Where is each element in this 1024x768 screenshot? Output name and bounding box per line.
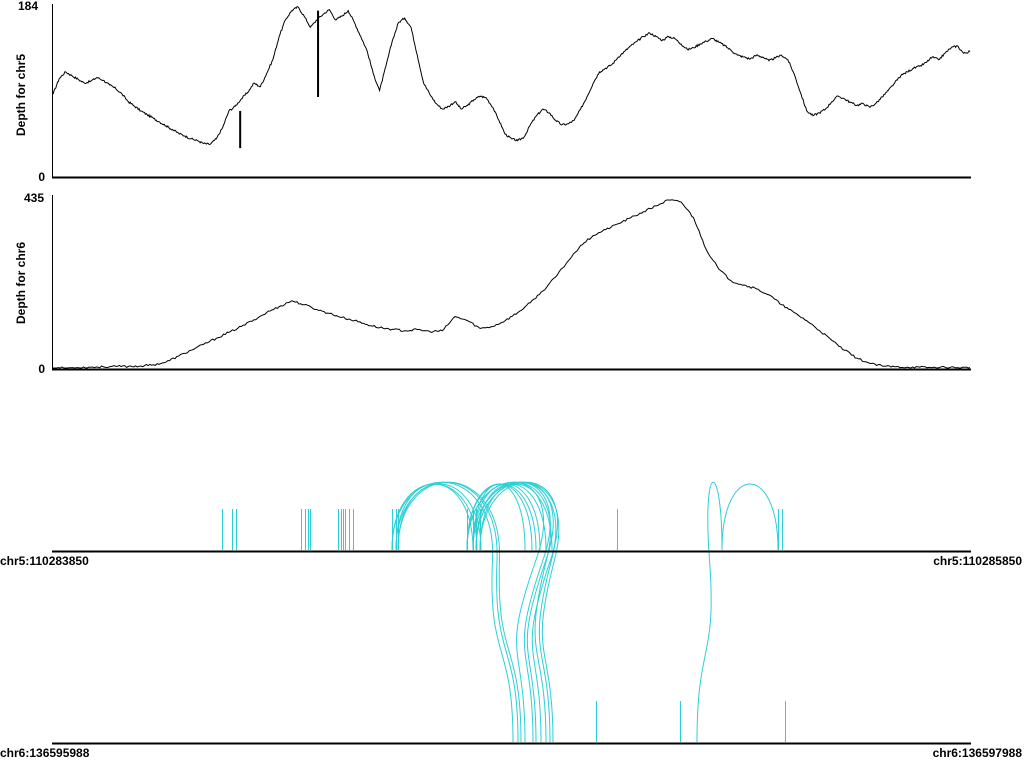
- intra-chr5-arc: [472, 483, 526, 551]
- arc-panel: chr5:110283850 chr5:110285850 chr6:13659…: [0, 481, 1023, 760]
- chr6-end-label: chr6:136597988: [933, 746, 1023, 760]
- chr5-end-label: chr5:110285850: [933, 554, 1022, 568]
- chr5-depth-line: [52, 5, 971, 146]
- inter-chromosome-arc: [472, 481, 557, 743]
- chr5-ymin-label: 0: [38, 170, 45, 184]
- inter-chromosome-arc: [466, 481, 551, 743]
- chr5-start-label: chr5:110283850: [0, 554, 89, 568]
- intra-chr5-arc: [721, 483, 779, 551]
- chr6-ymax-label: 435: [24, 191, 44, 205]
- arc-links: [391, 481, 779, 743]
- chr5-y-axis-label: Depth for chr5: [14, 54, 28, 136]
- chr5-ymax-label: 184: [18, 0, 38, 13]
- intra-chr5-arc: [395, 483, 474, 551]
- chr6-depth-panel: 435 0 Depth for chr6: [14, 191, 971, 376]
- chr5-depth-spikes: [239, 10, 320, 149]
- chr6-depth-line: [53, 199, 971, 369]
- chr6-y-axis-label: Depth for chr6: [14, 242, 28, 324]
- chr6-start-label: chr6:136595988: [0, 746, 90, 760]
- inter-chromosome-arc: [395, 481, 519, 743]
- intra-chr5-arc: [391, 483, 478, 551]
- inter-chromosome-arc: [696, 481, 723, 743]
- inter-chromosome-arc: [479, 481, 558, 743]
- inter-chromosome-arc: [391, 481, 514, 743]
- inter-chromosome-arc: [397, 481, 522, 743]
- inter-chromosome-arc: [475, 481, 560, 743]
- chr5-depth-panel: 184 0 Depth for chr5: [14, 0, 971, 184]
- chr6-ymin-label: 0: [38, 362, 45, 376]
- read-marks: [222, 509, 786, 742]
